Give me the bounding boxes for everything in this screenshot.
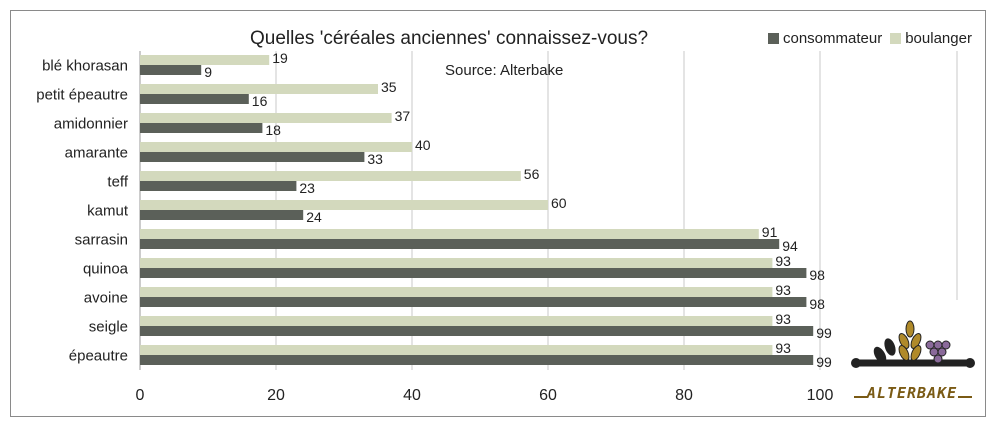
chart-title: Quelles 'céréales anciennes' connaissez-… [250,28,649,49]
bar-consommateur [140,210,304,220]
category-label: amarante [65,145,128,162]
category-label: amidonnier [54,116,128,133]
data-label-boulanger: 35 [381,79,397,95]
chart-source-annotation: Source: Alterbake [445,62,564,79]
category-label: quinoa [83,261,129,278]
bar-consommateur [140,152,365,162]
bar-boulanger [140,200,548,210]
data-label-consommateur: 98 [809,296,825,312]
x-tick-label-80: 80 [675,387,693,404]
bar-consommateur [140,123,263,133]
data-label-consommateur: 33 [367,151,383,167]
data-label-consommateur: 94 [782,238,798,254]
data-label-boulanger: 93 [775,340,791,356]
data-label-consommateur: 24 [306,209,322,225]
bar-consommateur [140,326,814,336]
category-label: petit épeautre [36,87,128,104]
data-label-consommateur: 9 [204,64,212,80]
category-label: avoine [84,290,128,307]
bar-boulanger [140,142,412,152]
legend-swatch-consommateur [768,33,779,44]
x-tick-label-100: 100 [807,387,834,404]
data-label-boulanger: 93 [775,282,791,298]
x-tick-label-40: 40 [403,387,421,404]
bar-boulanger [140,287,773,297]
bar-boulanger [140,258,773,268]
bar-consommateur [140,239,780,249]
bar-boulanger [140,84,378,94]
x-tick-label-0: 0 [136,387,145,404]
bar-boulanger [140,113,392,123]
legend-item-consommateur: consommateur [768,30,882,47]
data-label-consommateur: 98 [809,267,825,283]
data-label-boulanger: 60 [551,195,567,211]
data-label-boulanger: 56 [524,166,540,182]
category-label: sarrasin [75,232,128,249]
bar-boulanger [140,345,773,355]
chart-legend: consommateur boulanger [768,30,980,47]
alterbake-logo-icon [851,320,975,398]
legend-label-consommateur: consommateur [783,30,883,47]
x-tick-label-60: 60 [539,387,557,404]
bar-consommateur [140,94,249,104]
category-label: teff [107,174,128,191]
data-label-boulanger: 93 [775,253,791,269]
data-label-boulanger: 19 [272,50,288,66]
data-label-consommateur: 23 [299,180,315,196]
bar-consommateur [140,268,807,278]
category-label: kamut [87,203,129,220]
legend-label-boulanger: boulanger [905,30,972,47]
bar-boulanger [140,55,270,65]
legend-item-boulanger: boulanger [890,30,972,47]
legend-swatch-boulanger [890,33,902,44]
data-label-boulanger: 91 [762,224,778,240]
data-label-boulanger: 37 [395,108,411,124]
category-label: blé khorasan [42,58,128,75]
data-label-consommateur: 99 [816,325,832,341]
x-tick-label-20: 20 [267,387,285,404]
category-label: seigle [89,319,128,336]
bar-boulanger [140,171,521,181]
bar-boulanger [140,229,759,239]
bar-consommateur [140,355,814,365]
data-label-consommateur: 99 [816,354,832,370]
data-label-boulanger: 40 [415,137,431,153]
bar-consommateur [140,65,202,75]
bar-consommateur [140,297,807,307]
bar-boulanger [140,316,773,326]
category-label: épeautre [69,348,128,365]
data-label-consommateur: 18 [265,122,281,138]
data-label-boulanger: 93 [775,311,791,327]
data-label-consommateur: 16 [252,93,268,109]
logo-text: ALTERBAKE [866,384,958,402]
bar-consommateur [140,181,297,191]
